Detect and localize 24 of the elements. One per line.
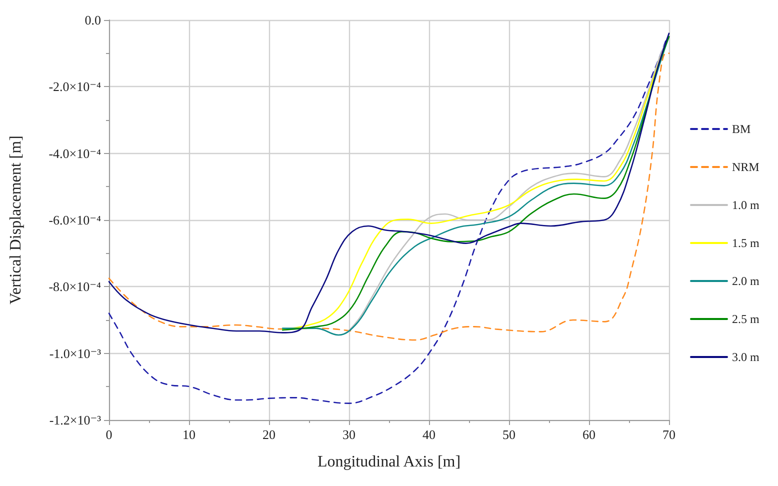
x-tick-label: 50 [502, 427, 516, 442]
y-tick-label: -2.0×10⁻⁴ [48, 79, 102, 94]
x-tick-label: 20 [262, 427, 276, 442]
y-axis-title: Vertical Displacement [m] [8, 136, 24, 304]
y-tick-label: -6.0×10⁻⁴ [48, 212, 102, 228]
legend-label: 1.5 m [732, 236, 760, 250]
x-axis-title: Longitudinal Axis [m] [317, 454, 461, 470]
legend-label: 2.0 m [732, 274, 760, 288]
x-tick-label: 70 [662, 427, 676, 442]
x-tick-label: 0 [106, 427, 112, 442]
y-tick-label: -8.0×10⁻⁴ [48, 279, 102, 294]
legend-label: 1.0 m [732, 198, 760, 212]
y-tick-label: -1.2×10⁻³ [49, 412, 102, 428]
x-tick-label: 30 [342, 427, 356, 442]
legend-label: 2.5 m [732, 312, 760, 326]
x-tick-label: 10 [182, 427, 196, 442]
legend-label: BM [732, 122, 752, 136]
x-tick-label: 60 [582, 427, 596, 442]
legend-label: 3.0 m [732, 350, 760, 364]
y-tick-label: 0.0 [84, 12, 101, 28]
legend-label: NRM [732, 160, 760, 174]
y-tick-label: -4.0×10⁻⁴ [48, 146, 102, 161]
x-tick-label: 40 [422, 427, 436, 442]
y-tick-label: -1.0×10⁻³ [49, 346, 102, 361]
